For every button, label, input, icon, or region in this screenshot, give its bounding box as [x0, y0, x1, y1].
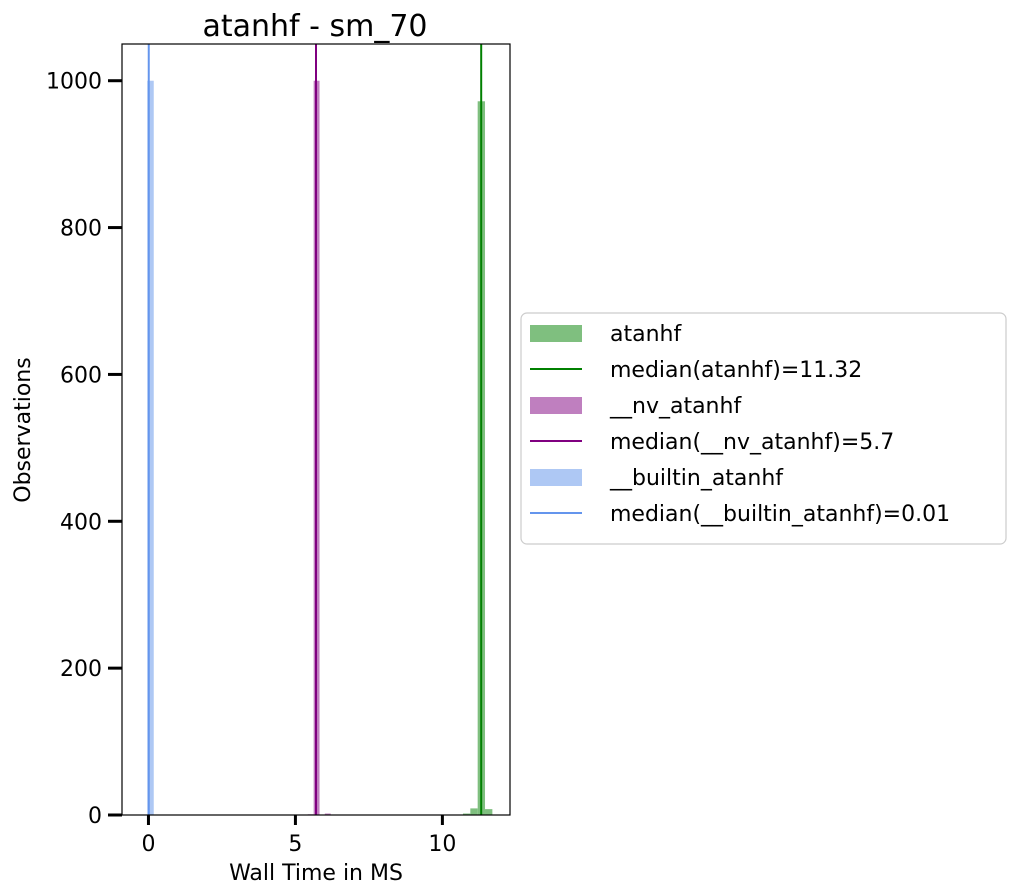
legend-label: median(atanhf)=11.32 — [610, 358, 862, 383]
legend-box — [520, 312, 1007, 545]
legend-swatch — [530, 325, 582, 342]
x-tick-label: 5 — [288, 832, 302, 857]
x-tick-label: 10 — [428, 832, 456, 857]
plot-marks — [147, 44, 493, 815]
y-tick-label: 200 — [60, 657, 102, 682]
y-tick-label: 1000 — [46, 70, 102, 95]
y-axis-label: Observations — [11, 357, 36, 502]
legend-swatch — [530, 397, 582, 414]
x-axis-label: Wall Time in MS — [229, 861, 403, 886]
legend-label: median(__builtin_atanhf)=0.01 — [610, 502, 950, 527]
legend-label: median(__nv_atanhf)=5.7 — [610, 430, 894, 455]
y-tick-label: 600 — [60, 363, 102, 388]
legend-label: __nv_atanhf — [609, 394, 742, 419]
legend: atanhf median(atanhf)=11.32 __nv_atanhfmed… — [520, 312, 1007, 545]
y-axis: 0 200 400 600 800 1000 — [46, 70, 122, 829]
histogram-bar — [485, 809, 493, 815]
histogram-bar — [147, 80, 154, 815]
y-tick-label: 0 — [88, 804, 102, 829]
histogram-bar — [324, 813, 331, 815]
x-tick-label: 0 — [141, 832, 155, 857]
histogram-bar — [462, 813, 471, 815]
histogram-bar — [470, 808, 478, 815]
chart-title: atanhf - sm_70 — [202, 9, 427, 44]
legend-label: __builtin_atanhf — [609, 466, 784, 491]
y-tick-label: 400 — [60, 510, 102, 535]
y-tick-label: 800 — [60, 217, 102, 242]
x-axis: 0 5 10 — [141, 815, 456, 857]
plot-frame — [121, 43, 511, 816]
legend-label: atanhf — [610, 322, 682, 347]
legend-swatch — [530, 469, 582, 486]
